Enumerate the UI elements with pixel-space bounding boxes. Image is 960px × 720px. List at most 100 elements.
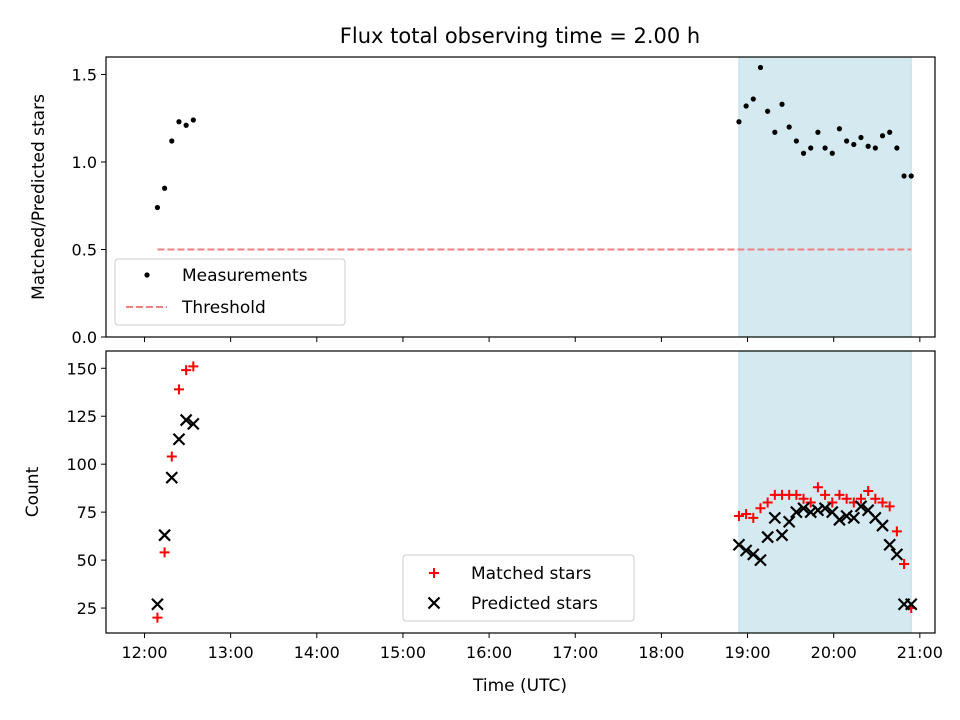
matched-star-point <box>820 489 831 500</box>
legend-label: Measurements <box>182 266 308 286</box>
matched-star-point <box>805 497 816 508</box>
predicted-star-point <box>883 538 896 552</box>
axes-frame <box>105 56 936 338</box>
x-tick-label: 13:00 <box>208 643 254 662</box>
matched-star-point <box>884 501 895 512</box>
predicted-star-point <box>768 511 782 525</box>
predicted-star-point <box>739 544 753 557</box>
matched-star-point <box>812 482 823 493</box>
measurement-point <box>786 124 792 130</box>
measurement-point <box>822 145 828 151</box>
measurement-point <box>154 204 161 211</box>
measurement-point <box>901 173 907 179</box>
y-tick-label: 25 <box>77 599 97 618</box>
measurement-point <box>162 185 168 191</box>
measurement-point <box>736 119 742 125</box>
predicted-star-point <box>847 511 861 525</box>
predicted-star-point <box>179 413 193 427</box>
y-axis-label: Matched/Predicted stars <box>29 94 49 300</box>
matched-star-point <box>741 509 752 520</box>
measurement-point <box>858 134 864 141</box>
y-axis-label: Count <box>23 466 43 517</box>
predicted-star-point <box>904 597 918 611</box>
measurement-point <box>800 150 807 156</box>
matched-star-point <box>834 489 845 500</box>
measurement-point <box>815 129 821 135</box>
predicted-star-point <box>761 530 774 544</box>
matched-star-point <box>791 489 802 500</box>
x-tick-label: 15:00 <box>380 643 426 662</box>
matched-star-point <box>855 493 866 504</box>
y-tick-label: 150 <box>66 359 97 378</box>
legend-label: Threshold <box>181 298 266 318</box>
matched-star-point <box>762 497 773 508</box>
predicted-star-point <box>854 500 868 513</box>
measurement-point <box>793 138 799 144</box>
x-tick-label: 12:00 <box>121 643 167 662</box>
legend-matched-marker <box>429 568 439 578</box>
bottom-panel: 25 50 75 100 125 150 12:00 13:00 14:00 15:00 16:00… <box>23 350 943 662</box>
y-tick-label: 125 <box>66 407 97 426</box>
x-tick-label: 19:00 <box>724 643 770 662</box>
legend: Matched stars Predicted stars <box>402 554 635 622</box>
legend-label: Matched stars <box>471 564 591 584</box>
x-tick-label: 16:00 <box>466 643 512 662</box>
top-panel: 0.0 0.5 1.0 1.5 Matched/Predicted stars Measu… <box>29 56 936 347</box>
matched-star-point <box>798 493 809 504</box>
matched-star-point <box>159 547 170 558</box>
legend-box <box>402 554 635 622</box>
measurement-point <box>779 101 785 107</box>
measurement-point <box>908 173 914 179</box>
shaded-observing-span <box>738 56 912 338</box>
x-tick-label: 14:00 <box>294 643 340 662</box>
predicted-star-point <box>172 432 186 446</box>
legend-box <box>114 258 346 326</box>
matched-star-point <box>899 558 910 569</box>
measurement-point <box>176 119 182 125</box>
predicted-star-point <box>790 505 803 519</box>
matched-star-point <box>173 384 184 395</box>
y-tick-label: 50 <box>77 551 97 570</box>
predicted-star-point <box>782 515 796 529</box>
predicted-star-point <box>818 502 832 515</box>
measurement-point <box>872 145 878 151</box>
x-axis-label: Time (UTC) <box>472 676 567 696</box>
matched-star-point <box>827 497 838 508</box>
y-tick-label: 0.5 <box>72 241 97 260</box>
axes-frame <box>105 350 936 634</box>
measurement-point <box>879 133 886 139</box>
measurement-point <box>757 64 764 71</box>
matched-star-point <box>748 512 759 523</box>
measurement-point <box>750 96 756 102</box>
measurement-point <box>894 145 900 151</box>
y-tick-label: 1.5 <box>72 66 97 85</box>
legend: Measurements Threshold <box>114 258 346 326</box>
predicted-star-point <box>804 505 818 519</box>
predicted-star-point <box>165 471 179 484</box>
matched-star-point <box>755 503 766 514</box>
predicted-star-point <box>890 548 904 561</box>
matched-star-point <box>733 510 744 521</box>
predicted-star-point <box>797 502 810 515</box>
x-tick-label: 20:00 <box>811 643 857 662</box>
matched-star-point <box>870 493 881 504</box>
measurement-point <box>836 126 843 132</box>
measurement-point <box>887 129 893 135</box>
predicted-star-point <box>775 528 789 542</box>
matched-star-point <box>166 451 177 462</box>
predicted-star-point <box>840 509 853 523</box>
measurement-point <box>183 122 189 128</box>
matched-star-point <box>863 486 874 497</box>
y-tick-label: 75 <box>77 503 97 522</box>
x-tick-label: 17:00 <box>552 643 598 662</box>
measurement-point <box>844 138 850 144</box>
y-tick-label: 100 <box>66 455 97 474</box>
measurement-point <box>851 141 857 148</box>
y-tick-label: 1.0 <box>72 153 97 172</box>
legend-predicted-marker <box>427 596 441 610</box>
measurement-point <box>808 145 814 151</box>
measurement-point <box>190 117 196 123</box>
predicted-star-point <box>811 503 825 517</box>
predicted-star-point <box>151 597 164 611</box>
